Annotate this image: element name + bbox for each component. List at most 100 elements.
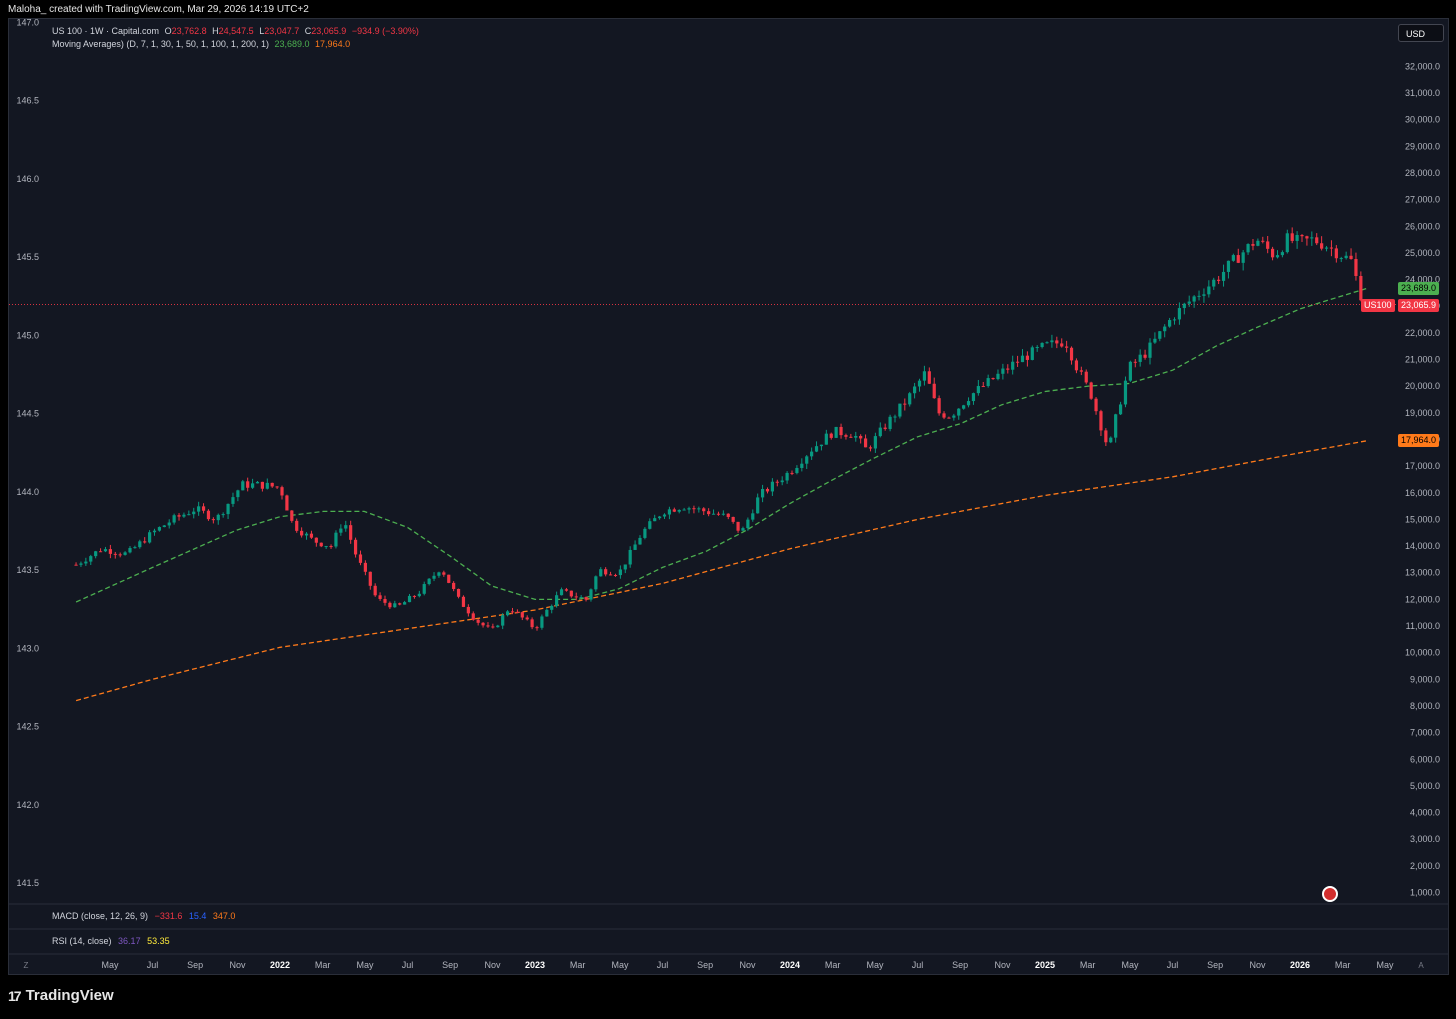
candle-body bbox=[1158, 331, 1162, 339]
candle-body bbox=[1123, 380, 1128, 405]
right-axis-tick: 8,000.0 bbox=[1410, 701, 1440, 711]
candle-body bbox=[1006, 368, 1010, 370]
candle-body bbox=[452, 582, 456, 589]
candle-body bbox=[653, 518, 657, 522]
us-flag-icon[interactable] bbox=[1322, 886, 1338, 902]
candle-body bbox=[863, 438, 868, 448]
rsi-label[interactable]: RSI (14, close) bbox=[52, 936, 112, 946]
candle-body bbox=[1138, 354, 1142, 362]
candle-body bbox=[471, 613, 475, 620]
candle-body bbox=[780, 480, 784, 483]
candle-body bbox=[1270, 248, 1275, 258]
left-axis-tick: 144.0 bbox=[16, 487, 39, 497]
left-axis-tick: 143.0 bbox=[16, 643, 39, 653]
macd-legend[interactable]: MACD (close, 12, 26, 9) −331.6 15.4 347.… bbox=[52, 911, 235, 921]
macd-label[interactable]: MACD (close, 12, 26, 9) bbox=[52, 911, 149, 921]
candle-body bbox=[814, 446, 819, 452]
candle-body bbox=[1246, 244, 1250, 253]
time-axis-tick: May bbox=[866, 960, 884, 970]
left-axis-tick: 143.5 bbox=[16, 565, 39, 575]
macd-value-2: 15.4 bbox=[188, 911, 207, 921]
candle-body bbox=[1035, 347, 1039, 349]
rsi-legend[interactable]: RSI (14, close) 36.17 53.35 bbox=[52, 936, 170, 946]
candle-body bbox=[550, 605, 554, 610]
right-axis-tick: 29,000.0 bbox=[1405, 141, 1440, 151]
candle-body bbox=[231, 497, 235, 504]
ma-fast-line bbox=[75, 287, 1370, 603]
ma-legend[interactable]: Moving Averages) (D, 7, 1, 30, 1, 50, 1,… bbox=[52, 39, 353, 49]
candle-body bbox=[854, 435, 858, 438]
candle-body bbox=[824, 433, 828, 445]
time-axis-tick: May bbox=[356, 960, 374, 970]
time-axis-tick: 2023 bbox=[525, 960, 545, 970]
candle-body bbox=[643, 528, 647, 538]
candle-body bbox=[1084, 371, 1088, 383]
candle-body bbox=[540, 616, 544, 628]
right-axis-tick: 27,000.0 bbox=[1405, 195, 1440, 205]
candle-body bbox=[589, 589, 593, 600]
candle-body bbox=[658, 516, 662, 519]
time-axis-tick: Jul bbox=[147, 960, 159, 970]
candle-body bbox=[255, 481, 260, 484]
tv-logo-icon: 17 bbox=[8, 987, 22, 1004]
candle-body bbox=[986, 378, 990, 387]
candle-body bbox=[403, 602, 407, 605]
candle-body bbox=[515, 611, 519, 613]
candle-body bbox=[913, 386, 917, 394]
candle-body bbox=[133, 547, 137, 549]
currency-button[interactable]: USD bbox=[1398, 24, 1444, 42]
candle-body bbox=[535, 627, 539, 629]
high-value: 24,547.5 bbox=[218, 26, 254, 36]
symbol-legend[interactable]: US 100 · 1W · Capital.com O23,762.8 H24,… bbox=[52, 26, 422, 36]
candle-body bbox=[1212, 279, 1216, 287]
candle-body bbox=[962, 405, 966, 409]
candle-body bbox=[368, 571, 372, 586]
candle-body bbox=[84, 561, 88, 564]
candle-body bbox=[677, 509, 681, 512]
candle-body bbox=[157, 527, 162, 531]
candle-body bbox=[246, 481, 250, 488]
candle-body bbox=[1344, 255, 1348, 259]
candle-body bbox=[868, 447, 873, 449]
candle-body bbox=[152, 530, 157, 533]
candle-body bbox=[1079, 370, 1083, 372]
macd-value-1: −331.6 bbox=[154, 911, 183, 921]
ma-legend-label[interactable]: Moving Averages) (D, 7, 1, 30, 1, 50, 1,… bbox=[52, 39, 269, 49]
left-axis-tick: 145.5 bbox=[16, 252, 39, 262]
candle-body bbox=[805, 456, 809, 464]
candle-body bbox=[1339, 258, 1343, 260]
symbol-title[interactable]: US 100 · 1W · Capital.com bbox=[52, 26, 160, 36]
candle-body bbox=[1320, 243, 1324, 249]
candle-body bbox=[211, 519, 215, 521]
candle-body bbox=[108, 549, 112, 554]
candle-body bbox=[1290, 233, 1294, 241]
candle-body bbox=[314, 537, 318, 543]
left-axis-tick: 142.5 bbox=[16, 722, 39, 732]
zoom-out-button[interactable]: Z bbox=[24, 961, 29, 970]
candle-body bbox=[1143, 354, 1147, 358]
candle-body bbox=[765, 488, 770, 492]
tradingview-logo: 17 TradingView bbox=[8, 987, 114, 1004]
candle-body bbox=[1114, 414, 1118, 438]
right-axis-tick: 9,000.0 bbox=[1410, 674, 1440, 684]
candle-body bbox=[613, 575, 618, 577]
candle-body bbox=[1310, 237, 1314, 239]
candle-body bbox=[1069, 347, 1074, 361]
candle-body bbox=[1040, 342, 1044, 348]
candle-body bbox=[138, 541, 142, 548]
candle-body bbox=[878, 427, 882, 437]
auto-scale-button[interactable]: A bbox=[1418, 961, 1424, 970]
right-axis-tick: 12,000.0 bbox=[1405, 594, 1440, 604]
candle-body bbox=[667, 509, 672, 515]
candle-body bbox=[383, 598, 387, 603]
right-axis-tick: 32,000.0 bbox=[1405, 61, 1440, 71]
candle-body bbox=[1256, 240, 1260, 246]
candle-body bbox=[481, 622, 485, 626]
candle-body bbox=[353, 539, 358, 555]
right-axis-tick: 6,000.0 bbox=[1410, 754, 1440, 764]
chart-panel[interactable] bbox=[8, 18, 1449, 975]
open-label: O bbox=[164, 26, 172, 36]
candle-body bbox=[206, 510, 211, 520]
candle-body bbox=[672, 509, 676, 512]
